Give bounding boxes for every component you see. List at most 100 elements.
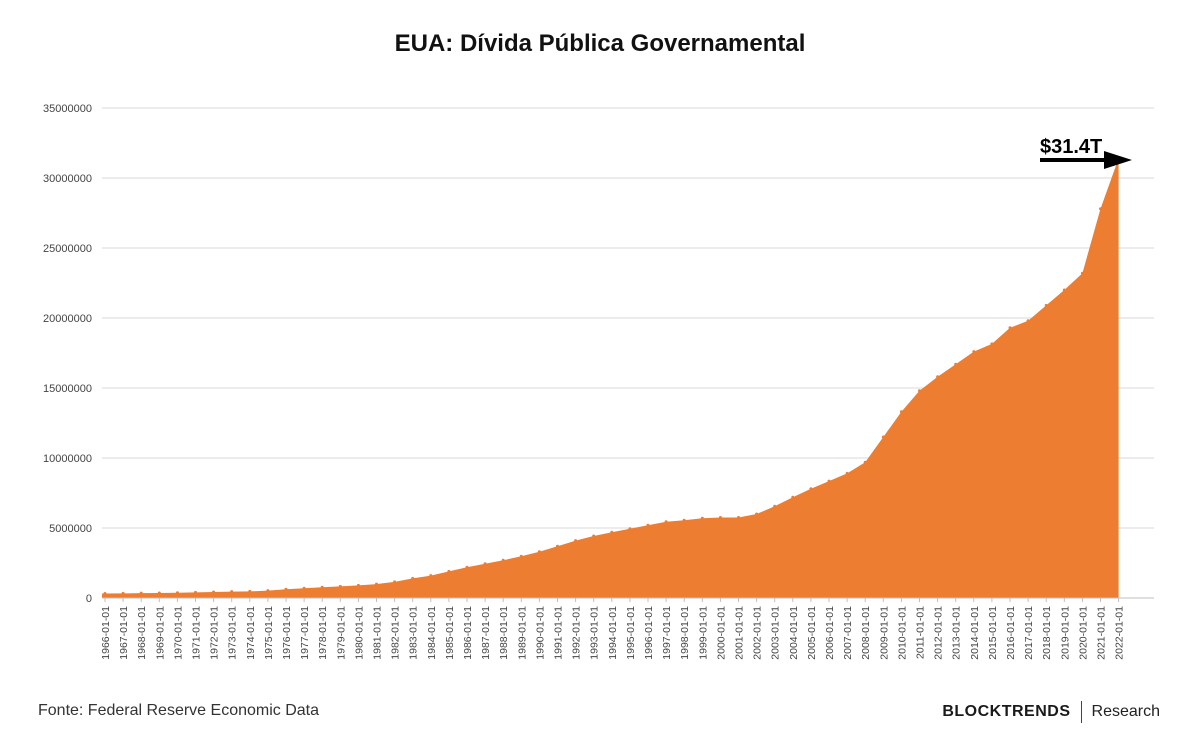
data-point: [773, 504, 777, 508]
x-tick-label: 2002-01-01: [752, 606, 764, 660]
data-point: [718, 516, 722, 519]
data-point: [990, 342, 994, 346]
data-point: [194, 590, 197, 594]
x-tick-label: 1990-01-01: [534, 606, 546, 660]
x-tick-label: 2012-01-01: [933, 606, 945, 660]
x-tick-label: 2020-01-01: [1077, 606, 1089, 660]
x-tick-label: 1973-01-01: [227, 606, 239, 660]
x-tick-label: 1980-01-01: [353, 606, 365, 660]
data-point: [429, 574, 433, 578]
x-tick-label: 2017-01-01: [1023, 606, 1035, 660]
x-tick-label: 2018-01-01: [1041, 606, 1053, 660]
data-point: [809, 487, 813, 491]
x-tick-label: 1974-01-01: [245, 606, 257, 660]
data-point: [338, 584, 342, 588]
data-point: [918, 389, 921, 393]
x-tick-label: 1972-01-01: [209, 606, 221, 660]
data-point: [737, 516, 740, 519]
x-tick-label: 1986-01-01: [462, 606, 474, 660]
x-axis-ticks: 1966-01-01 1967-01-01 1968-01-01 1969-01-01…: [100, 598, 1126, 660]
x-tick-label: 1998-01-01: [679, 606, 691, 660]
x-tick-label: 2014-01-01: [969, 606, 981, 660]
data-point: [103, 592, 107, 595]
x-tick-label: 1968-01-01: [136, 606, 148, 660]
x-tick-label: 2005-01-01: [806, 606, 818, 660]
data-point: [881, 435, 885, 439]
data-point: [302, 586, 306, 590]
x-tick-label: 2001-01-01: [734, 606, 746, 660]
data-point: [1044, 303, 1048, 307]
x-tick-label: 2013-01-01: [951, 606, 963, 660]
y-tick-label: 20000000: [43, 313, 92, 325]
x-tick-label: 1993-01-01: [589, 606, 601, 660]
data-point: [501, 558, 505, 562]
x-tick-label: 1967-01-01: [118, 606, 130, 660]
brand-divider: [1080, 701, 1082, 723]
data-point: [610, 530, 614, 534]
x-tick-label: 1984-01-01: [426, 606, 438, 660]
x-tick-label: 1977-01-01: [299, 606, 311, 660]
x-tick-label: 1976-01-01: [281, 606, 293, 660]
x-tick-label: 1995-01-01: [625, 606, 637, 660]
y-tick-label: 15000000: [43, 383, 92, 395]
source-note: Fonte: Federal Reserve Economic Data: [38, 702, 320, 719]
data-point: [664, 520, 668, 524]
data-point: [700, 516, 704, 520]
data-point: [121, 591, 125, 595]
data-point: [1026, 319, 1030, 323]
brand-name: BLOCKTRENDS: [942, 703, 1071, 720]
y-tick-label: 10000000: [43, 453, 92, 465]
data-point: [284, 587, 288, 591]
x-tick-label: 1975-01-01: [263, 606, 275, 660]
data-point: [411, 576, 415, 580]
data-point: [320, 585, 324, 589]
data-point: [139, 591, 143, 595]
data-point: [375, 582, 378, 586]
data-point: [393, 580, 397, 584]
data-point: [845, 471, 849, 475]
x-tick-label: 1994-01-01: [607, 606, 619, 660]
data-point: [537, 550, 541, 554]
x-tick-label: 2011-01-01: [915, 606, 927, 659]
x-tick-label: 1979-01-01: [335, 606, 347, 660]
x-tick-label: 2015-01-01: [987, 606, 999, 660]
x-tick-label: 2010-01-01: [896, 606, 908, 660]
x-tick-label: 1987-01-01: [480, 606, 492, 660]
data-point: [157, 591, 161, 595]
data-point: [556, 544, 559, 548]
y-axis-ticks: 0 5000000 10000000 15000000 20000000 25000000…: [43, 103, 92, 605]
data-point: [827, 479, 831, 483]
debt-area: [102, 158, 1119, 598]
x-tick-label: 2003-01-01: [770, 606, 782, 660]
data-point: [465, 565, 469, 569]
data-point: [574, 539, 578, 543]
chart-title: EUA: Dívida Pública Governamental: [394, 30, 806, 57]
x-tick-label: 2008-01-01: [860, 606, 872, 660]
x-tick-label: 1985-01-01: [444, 606, 456, 660]
data-point: [791, 495, 795, 499]
x-tick-label: 1982-01-01: [390, 606, 402, 660]
data-point: [1080, 271, 1084, 275]
data-point: [1099, 207, 1102, 211]
x-tick-label: 1999-01-01: [697, 606, 709, 660]
brand-logo: BLOCKTRENDS Research: [942, 701, 1160, 723]
data-point: [899, 410, 903, 414]
data-point: [212, 590, 216, 594]
data-point: [972, 350, 976, 354]
y-tick-label: 5000000: [49, 523, 92, 535]
x-tick-label: 1992-01-01: [571, 606, 583, 660]
x-tick-label: 1991-01-01: [553, 606, 565, 660]
x-tick-label: 1997-01-01: [661, 606, 673, 660]
y-tick-label: 35000000: [43, 103, 92, 115]
data-point: [248, 589, 252, 593]
data-point: [1008, 326, 1012, 330]
x-tick-label: 2009-01-01: [878, 606, 890, 660]
x-tick-label: 1970-01-01: [172, 606, 184, 660]
data-point: [628, 527, 632, 531]
x-tick-label: 1969-01-01: [154, 606, 166, 660]
data-point: [356, 583, 360, 587]
data-point: [682, 518, 686, 522]
data-point: [936, 375, 940, 379]
y-tick-label: 25000000: [43, 243, 92, 255]
data-point: [646, 523, 650, 527]
